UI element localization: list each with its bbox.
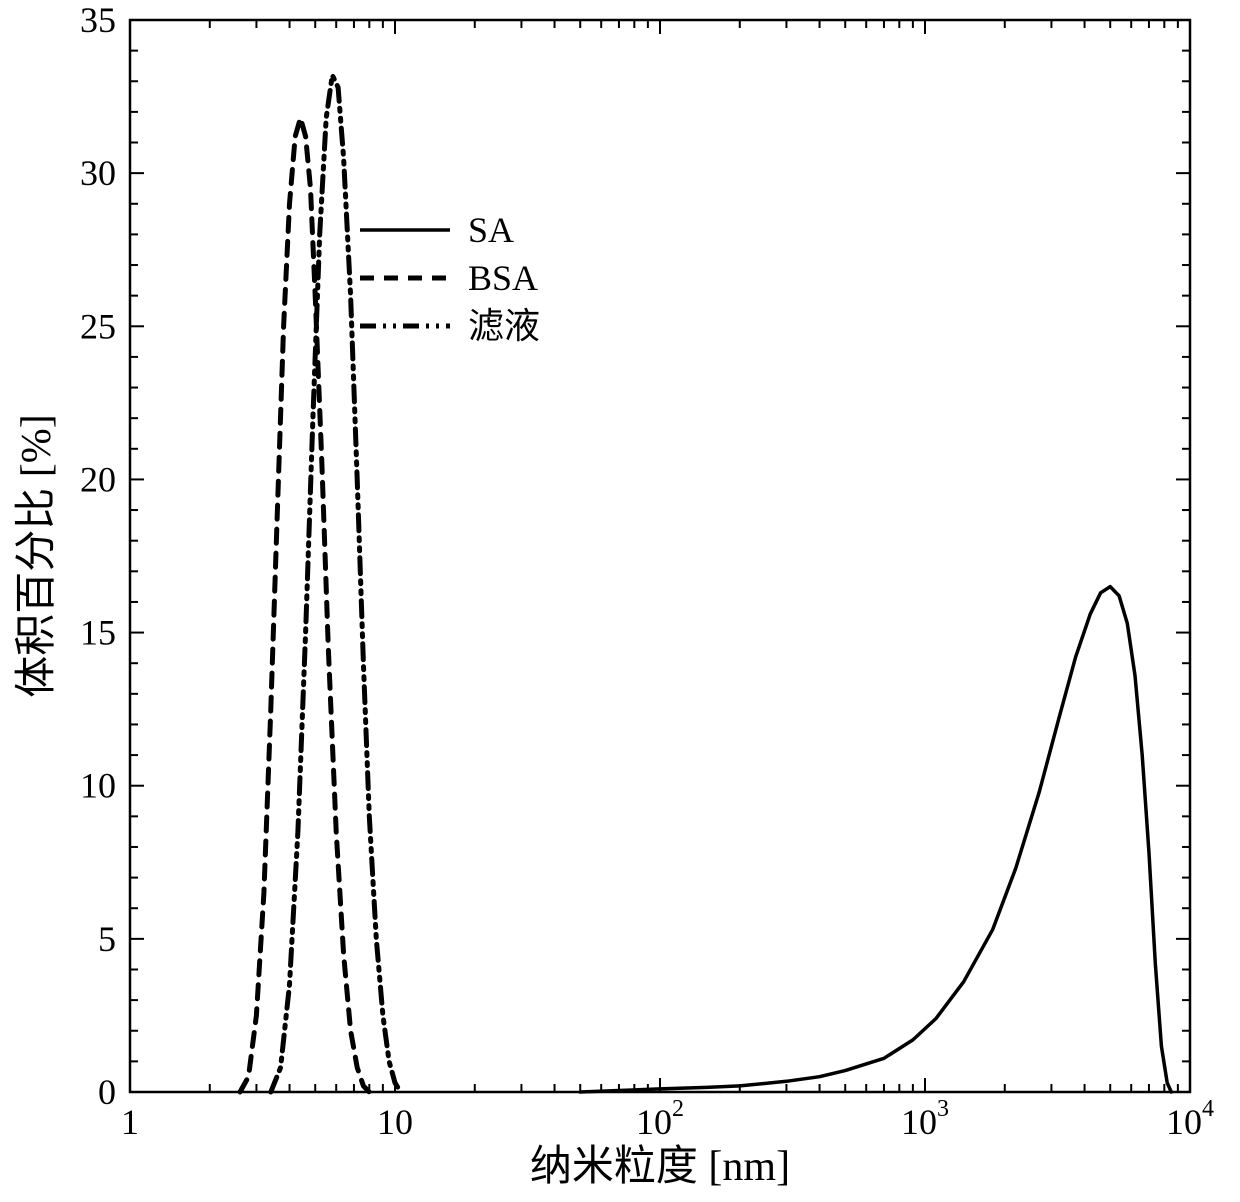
y-axis-label: 体积百分比 [%] (14, 414, 60, 697)
svg-text:35: 35 (80, 0, 116, 40)
svg-text:10: 10 (377, 1102, 413, 1142)
svg-text:102: 102 (636, 1096, 684, 1142)
chart-svg: 1 10 102 103 104 0 5 10 15 20 25 30 35 纳米粒度 [nm] 体积百分比… (0, 0, 1240, 1202)
svg-text:103: 103 (901, 1096, 949, 1142)
legend-label-filtrate: 滤液 (468, 306, 540, 346)
svg-text:20: 20 (80, 459, 116, 499)
svg-text:104: 104 (1166, 1096, 1214, 1142)
svg-text:25: 25 (80, 306, 116, 346)
svg-text:30: 30 (80, 153, 116, 193)
svg-text:1: 1 (121, 1102, 139, 1142)
particle-size-chart: 1 10 102 103 104 0 5 10 15 20 25 30 35 纳米粒度 [nm] 体积百分比… (0, 0, 1240, 1202)
svg-text:5: 5 (98, 919, 116, 959)
svg-text:10: 10 (80, 766, 116, 806)
svg-text:0: 0 (98, 1072, 116, 1112)
x-axis-label: 纳米粒度 [nm] (530, 1144, 790, 1190)
svg-text:15: 15 (80, 613, 116, 653)
legend-label-SA: SA (468, 210, 514, 250)
legend-label-BSA: BSA (468, 258, 538, 298)
series-SA (580, 587, 1171, 1092)
